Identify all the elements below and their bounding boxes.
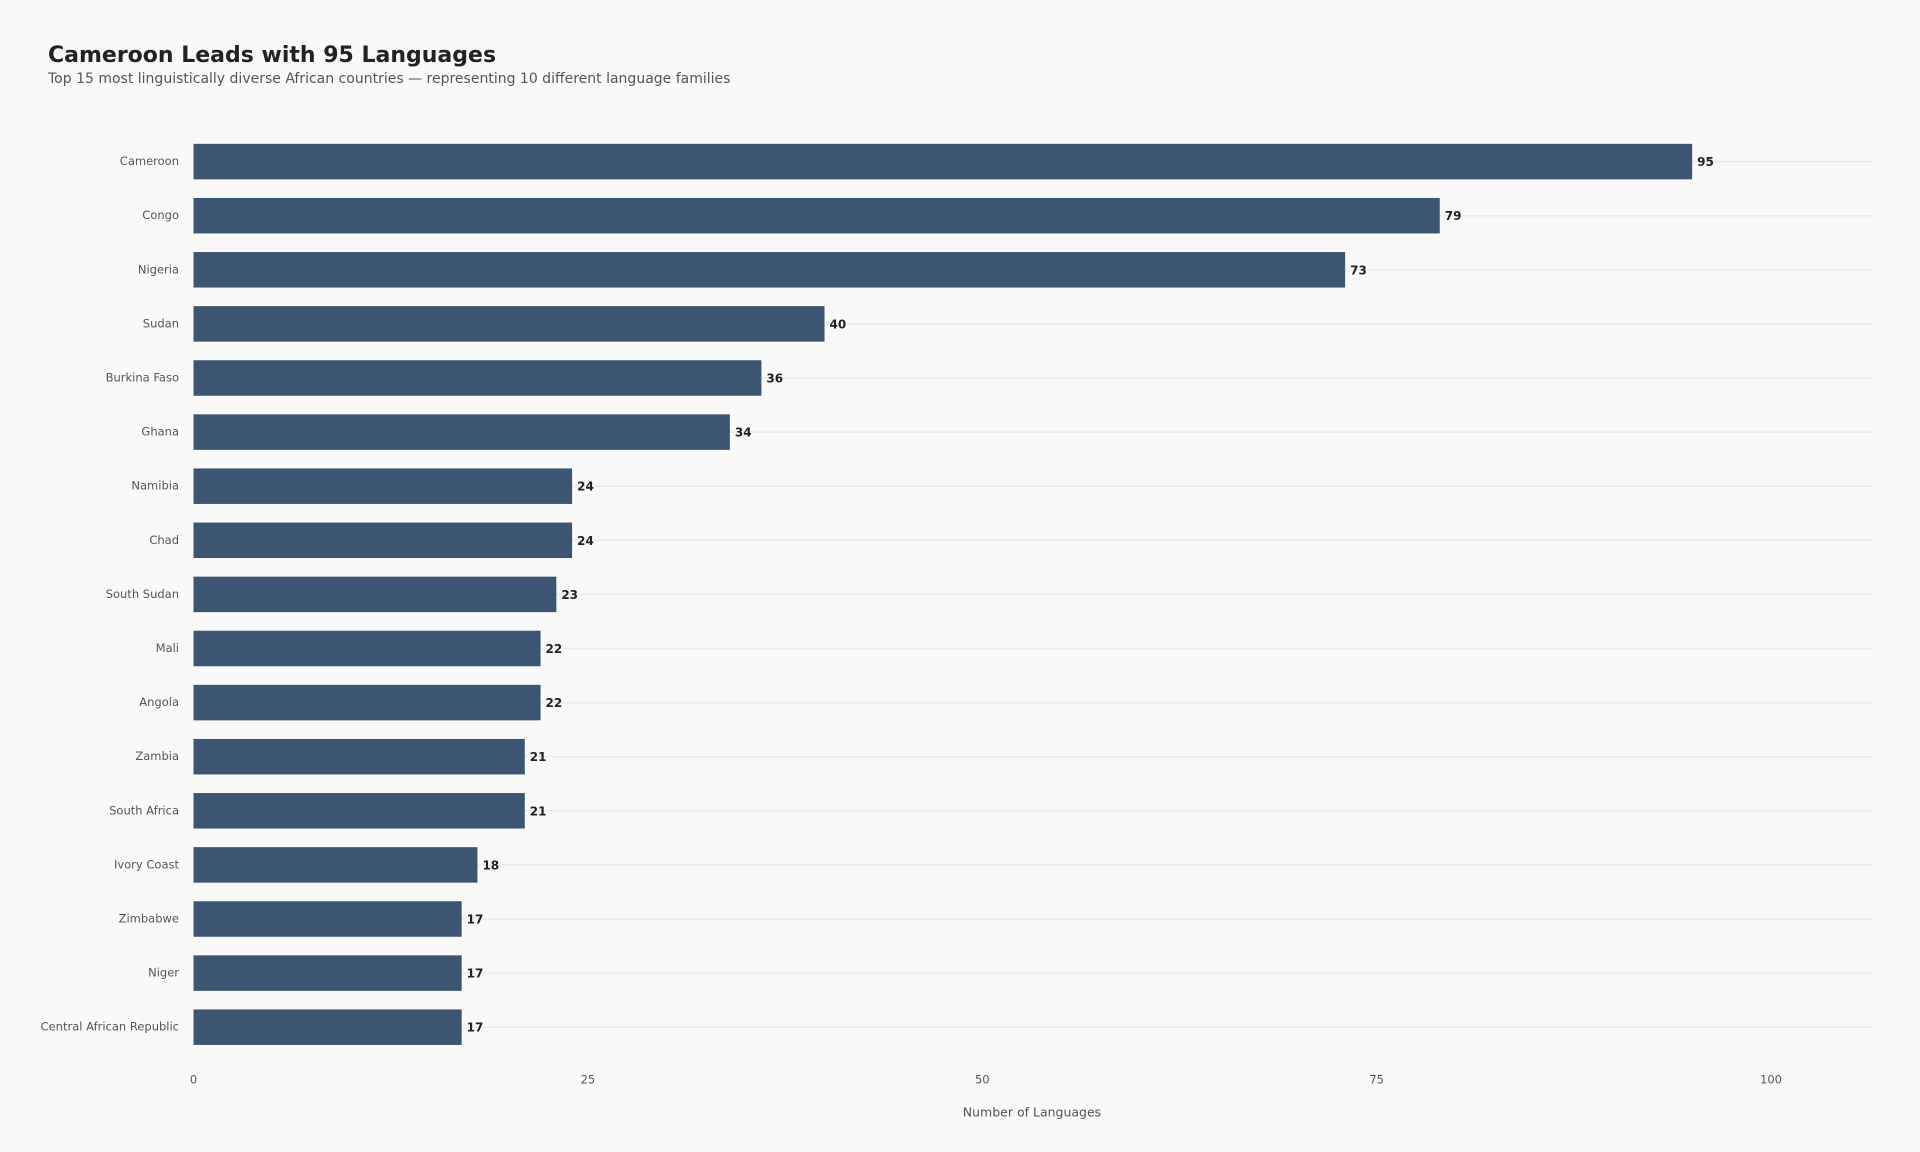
value-label: 22 xyxy=(546,642,563,656)
bar xyxy=(193,576,557,613)
value-label: 24 xyxy=(577,480,594,494)
y-tick-label: Angola xyxy=(139,695,179,709)
bar xyxy=(193,793,525,829)
bar xyxy=(193,306,825,342)
bar xyxy=(193,414,730,450)
bar xyxy=(193,630,541,667)
x-tick-label: 0 xyxy=(190,1073,197,1087)
value-label: 40 xyxy=(830,317,847,331)
bar xyxy=(193,197,1440,234)
value-label: 22 xyxy=(546,696,563,710)
value-label: 79 xyxy=(1445,209,1462,223)
value-label: 18 xyxy=(482,858,499,872)
bar xyxy=(193,1009,462,1045)
y-tick-label: Cameroon xyxy=(120,154,179,168)
y-tick-label: Central African Republic xyxy=(41,1020,179,1034)
y-tick-label: Burkina Faso xyxy=(106,371,179,385)
x-tick-label: 100 xyxy=(1760,1073,1782,1087)
bar xyxy=(193,252,1346,288)
value-label: 17 xyxy=(467,1021,484,1035)
value-label: 73 xyxy=(1350,263,1367,277)
chart-title: Cameroon Leads with 95 Languages xyxy=(48,43,496,68)
value-label: 36 xyxy=(766,372,783,386)
value-label: 17 xyxy=(467,913,484,927)
value-label: 21 xyxy=(530,804,547,818)
x-tick-label: 25 xyxy=(581,1073,596,1087)
y-tick-label: South Africa xyxy=(109,803,179,817)
bar xyxy=(193,360,762,396)
y-tick-label: Ghana xyxy=(141,425,179,439)
y-tick-label: Congo xyxy=(142,208,179,222)
value-label: 95 xyxy=(1697,155,1714,169)
y-tick-label: Mali xyxy=(156,641,179,655)
bar xyxy=(193,143,1693,180)
bar xyxy=(193,901,462,937)
x-axis-label: Number of Languages xyxy=(963,1105,1101,1120)
bar xyxy=(193,738,525,775)
chart-subtitle: Top 15 most linguistically diverse Afric… xyxy=(47,71,730,87)
y-tick-label: Chad xyxy=(149,533,179,547)
y-tick-label: Ivory Coast xyxy=(114,857,180,871)
x-tick-label: 50 xyxy=(975,1073,990,1087)
y-tick-label: Nigeria xyxy=(138,262,179,276)
value-label: 23 xyxy=(561,588,578,602)
bar xyxy=(193,847,478,883)
y-tick-label: Namibia xyxy=(131,479,179,493)
value-label: 17 xyxy=(467,967,484,981)
y-tick-label: Niger xyxy=(148,966,179,980)
bar xyxy=(193,468,573,504)
value-label: 34 xyxy=(735,426,752,440)
y-tick-label: South Sudan xyxy=(106,587,179,601)
x-tick-label: 75 xyxy=(1369,1073,1384,1087)
bar xyxy=(193,955,462,991)
y-tick-label: Sudan xyxy=(143,316,179,330)
bar xyxy=(193,522,573,559)
value-label: 24 xyxy=(577,534,594,548)
value-label: 21 xyxy=(530,750,547,764)
y-tick-label: Zambia xyxy=(135,749,179,763)
bar xyxy=(193,684,541,721)
y-tick-label: Zimbabwe xyxy=(119,912,179,926)
